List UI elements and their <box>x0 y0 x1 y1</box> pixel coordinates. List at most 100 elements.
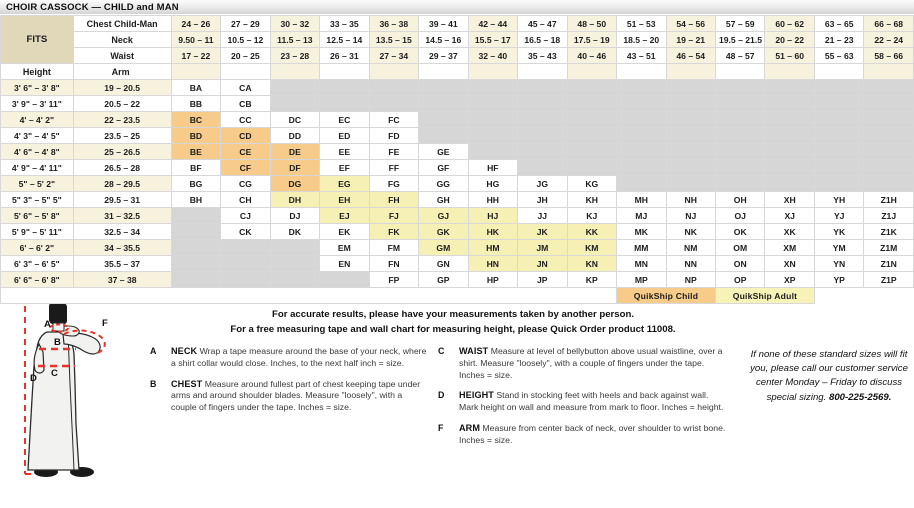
size-code-cell[interactable]: JN <box>517 255 568 272</box>
size-code-cell[interactable]: HH <box>467 191 519 208</box>
size-code-cell[interactable]: YH <box>813 191 865 208</box>
size-code-cell[interactable]: BE <box>170 143 222 160</box>
size-code-cell[interactable]: JM <box>517 239 568 256</box>
size-code-cell[interactable]: NH <box>665 191 716 208</box>
size-code-cell[interactable]: OK <box>714 223 766 240</box>
size-code-cell[interactable]: OM <box>714 239 766 256</box>
size-code-cell[interactable]: GK <box>418 223 469 240</box>
size-code-cell[interactable]: HM <box>467 239 519 256</box>
size-code-cell[interactable]: GN <box>418 255 469 272</box>
size-code-cell[interactable]: BG <box>170 175 222 192</box>
size-code-cell[interactable]: GE <box>418 143 469 160</box>
size-code-cell[interactable]: KK <box>566 223 618 240</box>
size-code-cell[interactable]: EE <box>319 143 370 160</box>
size-code-cell[interactable]: BC <box>170 111 222 128</box>
size-code-cell[interactable]: GH <box>418 191 469 208</box>
size-code-cell[interactable]: DC <box>269 111 321 128</box>
size-code-cell[interactable]: DD <box>269 127 321 144</box>
size-code-cell[interactable]: DJ <box>269 207 321 224</box>
size-code-cell[interactable]: Z1N <box>863 255 914 272</box>
size-code-cell[interactable]: JK <box>517 223 568 240</box>
size-code-cell[interactable]: GF <box>418 159 469 176</box>
size-code-cell[interactable]: EF <box>319 159 370 176</box>
size-code-cell[interactable]: DH <box>269 191 321 208</box>
size-code-cell[interactable]: JP <box>517 271 568 288</box>
size-code-cell[interactable]: YJ <box>813 207 865 224</box>
size-code-cell[interactable]: Z1J <box>863 207 914 224</box>
size-code-cell[interactable]: CA <box>220 79 271 96</box>
size-code-cell[interactable]: FN <box>368 255 420 272</box>
size-code-cell[interactable]: BH <box>170 191 222 208</box>
size-code-cell[interactable]: HF <box>467 159 519 176</box>
size-code-cell[interactable]: HN <box>467 255 519 272</box>
size-code-cell[interactable]: MN <box>616 255 667 272</box>
size-code-cell[interactable]: BA <box>170 79 222 96</box>
size-code-cell[interactable]: CF <box>220 159 271 176</box>
size-code-cell[interactable]: BF <box>170 159 222 176</box>
size-code-cell[interactable]: ED <box>319 127 370 144</box>
size-code-cell[interactable]: FM <box>368 239 420 256</box>
size-code-cell[interactable]: CB <box>220 95 271 112</box>
size-code-cell[interactable]: HP <box>467 271 519 288</box>
size-code-cell[interactable]: FF <box>368 159 420 176</box>
size-code-cell[interactable]: ON <box>714 255 766 272</box>
size-code-cell[interactable]: FH <box>368 191 420 208</box>
size-code-cell[interactable]: CG <box>220 175 271 192</box>
size-code-cell[interactable]: FK <box>368 223 420 240</box>
size-code-cell[interactable]: CJ <box>220 207 271 224</box>
size-code-cell[interactable]: XN <box>764 255 815 272</box>
size-code-cell[interactable]: JG <box>517 175 568 192</box>
size-code-cell[interactable]: KH <box>566 191 618 208</box>
size-code-cell[interactable]: MP <box>616 271 667 288</box>
size-code-cell[interactable]: OH <box>714 191 766 208</box>
size-code-cell[interactable]: FJ <box>368 207 420 224</box>
size-code-cell[interactable]: KM <box>566 239 618 256</box>
size-code-cell[interactable]: CC <box>220 111 271 128</box>
size-code-cell[interactable]: FC <box>368 111 420 128</box>
size-code-cell[interactable]: XJ <box>764 207 815 224</box>
size-code-cell[interactable]: GM <box>418 239 469 256</box>
size-code-cell[interactable]: CE <box>220 143 271 160</box>
size-code-cell[interactable]: Z1H <box>863 191 914 208</box>
size-code-cell[interactable]: EH <box>319 191 370 208</box>
size-code-cell[interactable]: FP <box>368 271 420 288</box>
size-code-cell[interactable]: XK <box>764 223 815 240</box>
size-code-cell[interactable]: GG <box>418 175 469 192</box>
size-code-cell[interactable]: OP <box>714 271 766 288</box>
size-code-cell[interactable]: DG <box>269 175 321 192</box>
size-code-cell[interactable]: YN <box>813 255 865 272</box>
size-code-cell[interactable]: Z1P <box>863 271 914 288</box>
size-code-cell[interactable]: MM <box>616 239 667 256</box>
size-code-cell[interactable]: GJ <box>418 207 469 224</box>
size-code-cell[interactable]: YK <box>813 223 865 240</box>
size-code-cell[interactable]: DK <box>269 223 321 240</box>
size-code-cell[interactable]: KN <box>566 255 618 272</box>
size-code-cell[interactable]: GP <box>418 271 469 288</box>
size-code-cell[interactable]: XP <box>764 271 815 288</box>
size-code-cell[interactable]: NJ <box>665 207 716 224</box>
size-code-cell[interactable]: EC <box>319 111 370 128</box>
size-code-cell[interactable]: FG <box>368 175 420 192</box>
size-code-cell[interactable]: XM <box>764 239 815 256</box>
size-code-cell[interactable]: CD <box>220 127 271 144</box>
size-code-cell[interactable]: KP <box>566 271 618 288</box>
size-code-cell[interactable]: MH <box>616 191 667 208</box>
size-code-cell[interactable]: BD <box>170 127 222 144</box>
size-code-cell[interactable]: EN <box>319 255 370 272</box>
size-code-cell[interactable]: Z1K <box>863 223 914 240</box>
size-code-cell[interactable]: YM <box>813 239 865 256</box>
size-code-cell[interactable]: EG <box>319 175 370 192</box>
size-code-cell[interactable]: EK <box>319 223 370 240</box>
size-code-cell[interactable]: EJ <box>319 207 370 224</box>
size-code-cell[interactable]: MK <box>616 223 667 240</box>
size-code-cell[interactable]: JJ <box>517 207 568 224</box>
size-code-cell[interactable]: MJ <box>616 207 667 224</box>
size-code-cell[interactable]: NK <box>665 223 716 240</box>
size-code-cell[interactable]: BB <box>170 95 222 112</box>
customer-service-phone[interactable]: 800-225-2569. <box>828 391 892 403</box>
size-code-cell[interactable]: FE <box>368 143 420 160</box>
size-code-cell[interactable]: HJ <box>467 207 519 224</box>
size-code-cell[interactable]: EM <box>319 239 370 256</box>
size-code-cell[interactable]: DE <box>269 143 321 160</box>
size-code-cell[interactable]: JH <box>517 191 568 208</box>
